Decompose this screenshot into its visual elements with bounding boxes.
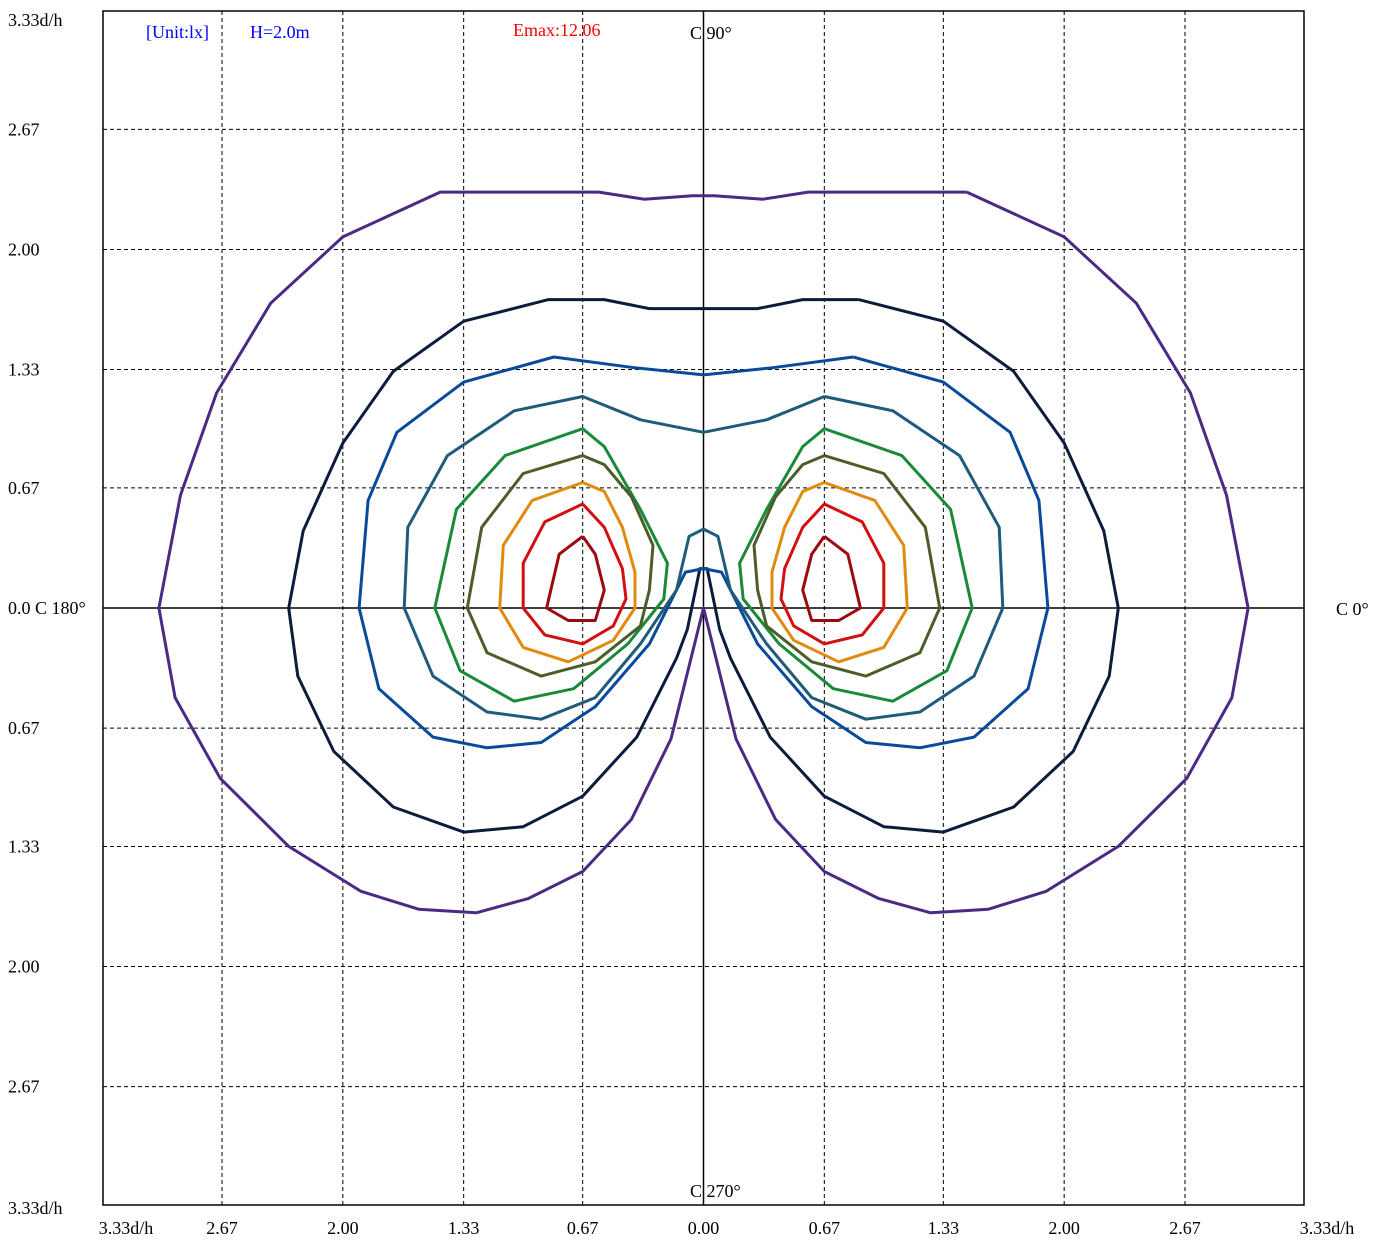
x-tick-labels: 3.33d/h 2.67 2.00 1.33 0.67 0.00 0.67 1.33 2.00 2… xyxy=(99,1218,1355,1238)
c90-label: C 90° xyxy=(690,23,732,43)
y-tick-labels: 3.33d/h 2.67 2.00 1.33 0.67 0.0 C 180° 0.67 1.3… xyxy=(8,10,86,1218)
y-tick-label: 2.67 xyxy=(8,119,40,139)
contour-lines xyxy=(157,190,1250,915)
x-tick-label: 0.67 xyxy=(809,1218,841,1238)
y-tick-label: 0.0 C 180° xyxy=(8,598,86,618)
height-label: H=2.0m xyxy=(250,22,310,42)
y-tick-label: 0.67 xyxy=(8,478,40,498)
unit-label: [Unit:lx] xyxy=(146,22,209,42)
isolux-contour xyxy=(545,535,606,622)
x-tick-label: 1.33 xyxy=(448,1218,480,1238)
isolux-contour xyxy=(357,355,1050,750)
x-tick-label: 2.00 xyxy=(327,1218,359,1238)
isolux-contour xyxy=(498,481,637,664)
isolux-contour xyxy=(287,298,1120,834)
isolux-contour xyxy=(770,481,909,664)
isolux-contour xyxy=(157,190,1250,915)
isolux-contour xyxy=(752,454,942,678)
y-tick-label: 0.67 xyxy=(8,718,40,738)
x-tick-label: 0.00 xyxy=(688,1218,720,1238)
y-tick-label: 3.33d/h xyxy=(8,1198,63,1218)
isolux-contour xyxy=(521,502,628,646)
c270-label: C 270° xyxy=(690,1181,741,1201)
y-tick-label: 2.00 xyxy=(8,957,40,977)
x-tick-label: 2.00 xyxy=(1048,1218,1080,1238)
x-tick-label: 1.33 xyxy=(928,1218,960,1238)
emax-label: Emax:12.06 xyxy=(513,20,601,40)
x-tick-label: 0.67 xyxy=(567,1218,599,1238)
x-tick-label: 3.33d/h xyxy=(1300,1218,1355,1238)
x-tick-label: 3.33d/h xyxy=(99,1218,154,1238)
isolux-contour xyxy=(738,427,974,703)
x-tick-label: 2.67 xyxy=(1169,1218,1201,1238)
y-tick-label: 2.00 xyxy=(8,239,40,259)
isolux-contour xyxy=(402,395,1005,721)
isolux-contour xyxy=(465,454,655,678)
isolux-contour xyxy=(801,535,862,622)
isolux-contour xyxy=(779,502,886,646)
y-tick-label: 2.67 xyxy=(8,1077,40,1097)
c0-label: C 0° xyxy=(1336,599,1369,619)
x-tick-label: 2.67 xyxy=(206,1218,238,1238)
y-tick-label: 3.33d/h xyxy=(8,10,63,30)
isolux-contour xyxy=(433,427,669,703)
y-tick-label: 1.33 xyxy=(8,836,40,856)
y-tick-label: 1.33 xyxy=(8,360,40,380)
